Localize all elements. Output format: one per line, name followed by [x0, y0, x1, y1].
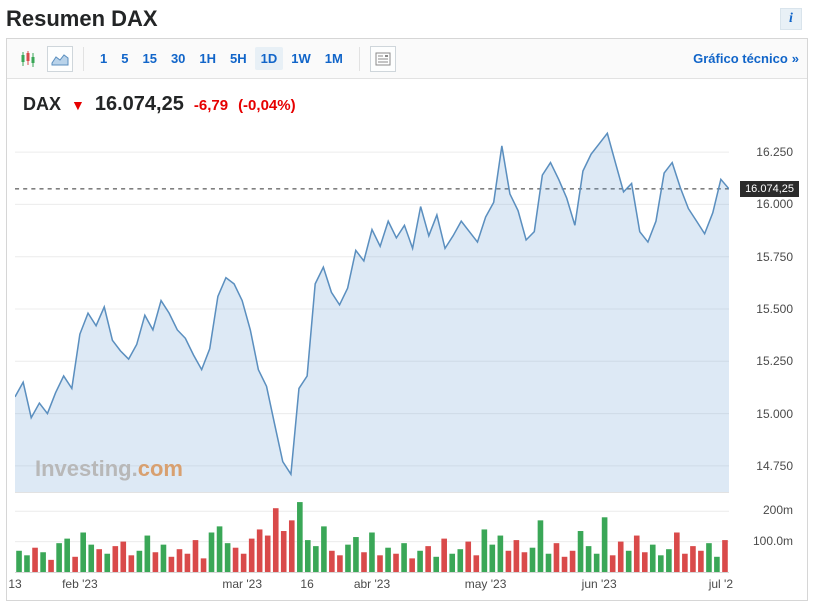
timeframe-1[interactable]: 1: [94, 47, 113, 70]
ytick: 15.000: [756, 407, 793, 421]
timeframe-5H[interactable]: 5H: [224, 47, 253, 70]
timeframe-1M[interactable]: 1M: [319, 47, 349, 70]
xtick: 16: [300, 577, 313, 591]
toolbar-separator: [83, 47, 84, 71]
last-price: 16.074,25: [95, 93, 184, 116]
info-button[interactable]: i: [780, 8, 802, 30]
symbol: DAX: [23, 94, 61, 115]
toolbar-separator: [359, 47, 360, 71]
xtick: feb '23: [62, 577, 98, 591]
timeframe-30[interactable]: 30: [165, 47, 191, 70]
toolbar: 1515301H5H1D1W1M Gráfico técnico »: [7, 39, 807, 79]
header: Resumen DAX i: [0, 0, 814, 38]
timeframe-1W[interactable]: 1W: [285, 47, 317, 70]
chart-widget: Resumen DAX i 1515301H5H1D1W1M: [0, 0, 814, 601]
timeframe-5[interactable]: 5: [115, 47, 134, 70]
x-axis: 13 feb '23 mar '23 16 abr '23 may '23 jun '23 j…: [7, 572, 807, 600]
price-chart[interactable]: Investing.com 14.75015.00015.25015.50015…: [7, 122, 807, 492]
ytick: 16.000: [756, 197, 793, 211]
xtick: mar '23: [222, 577, 262, 591]
xtick: jun '23: [582, 577, 617, 591]
ytick: 15.250: [756, 354, 793, 368]
xtick: abr '23: [354, 577, 390, 591]
price-change-pct: (-0,04%): [238, 97, 296, 114]
price-yaxis: 14.750 15.000 15.250 15.500 15.750 16.000 16.2…: [729, 126, 799, 492]
page-title: Resumen DAX: [6, 6, 158, 32]
arrow-down-icon: ▼: [71, 97, 85, 113]
technical-chart-label: Gráfico técnico: [693, 51, 788, 66]
price-change: -6,79: [194, 97, 228, 114]
chart-panel: 1515301H5H1D1W1M Gráfico técnico » DAX ▼: [6, 38, 808, 601]
timeframe-group: 1515301H5H1D1W1M: [94, 47, 349, 70]
ytick: 14.750: [756, 459, 793, 473]
candlestick-icon[interactable]: [15, 46, 41, 72]
xtick: may '23: [465, 577, 507, 591]
ytick: 16.250: [756, 145, 793, 159]
volume-yaxis: 100.0m 200m: [729, 492, 799, 572]
ytick: 15.750: [756, 250, 793, 264]
timeframe-15[interactable]: 15: [136, 47, 162, 70]
volume-chart[interactable]: 100.0m 200m: [7, 492, 807, 572]
timeframe-1D[interactable]: 1D: [255, 47, 284, 70]
news-icon[interactable]: [370, 46, 396, 72]
vtick: 100.0m: [753, 534, 793, 548]
timeframe-1H[interactable]: 1H: [193, 47, 222, 70]
area-chart-icon[interactable]: [47, 46, 73, 72]
xtick: jul '2: [709, 577, 733, 591]
xtick: 13: [8, 577, 21, 591]
current-price-tag: 16.074,25: [740, 181, 799, 197]
chevron-right-icon: »: [792, 51, 799, 66]
technical-chart-link[interactable]: Gráfico técnico »: [693, 51, 799, 66]
ytick: 15.500: [756, 302, 793, 316]
quote-row: DAX ▼ 16.074,25 -6,79 (-0,04%): [7, 79, 807, 122]
vtick: 200m: [763, 503, 793, 517]
